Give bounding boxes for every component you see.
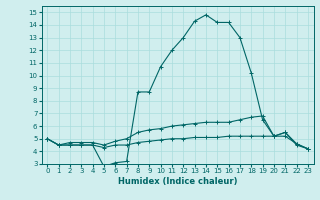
X-axis label: Humidex (Indice chaleur): Humidex (Indice chaleur) (118, 177, 237, 186)
